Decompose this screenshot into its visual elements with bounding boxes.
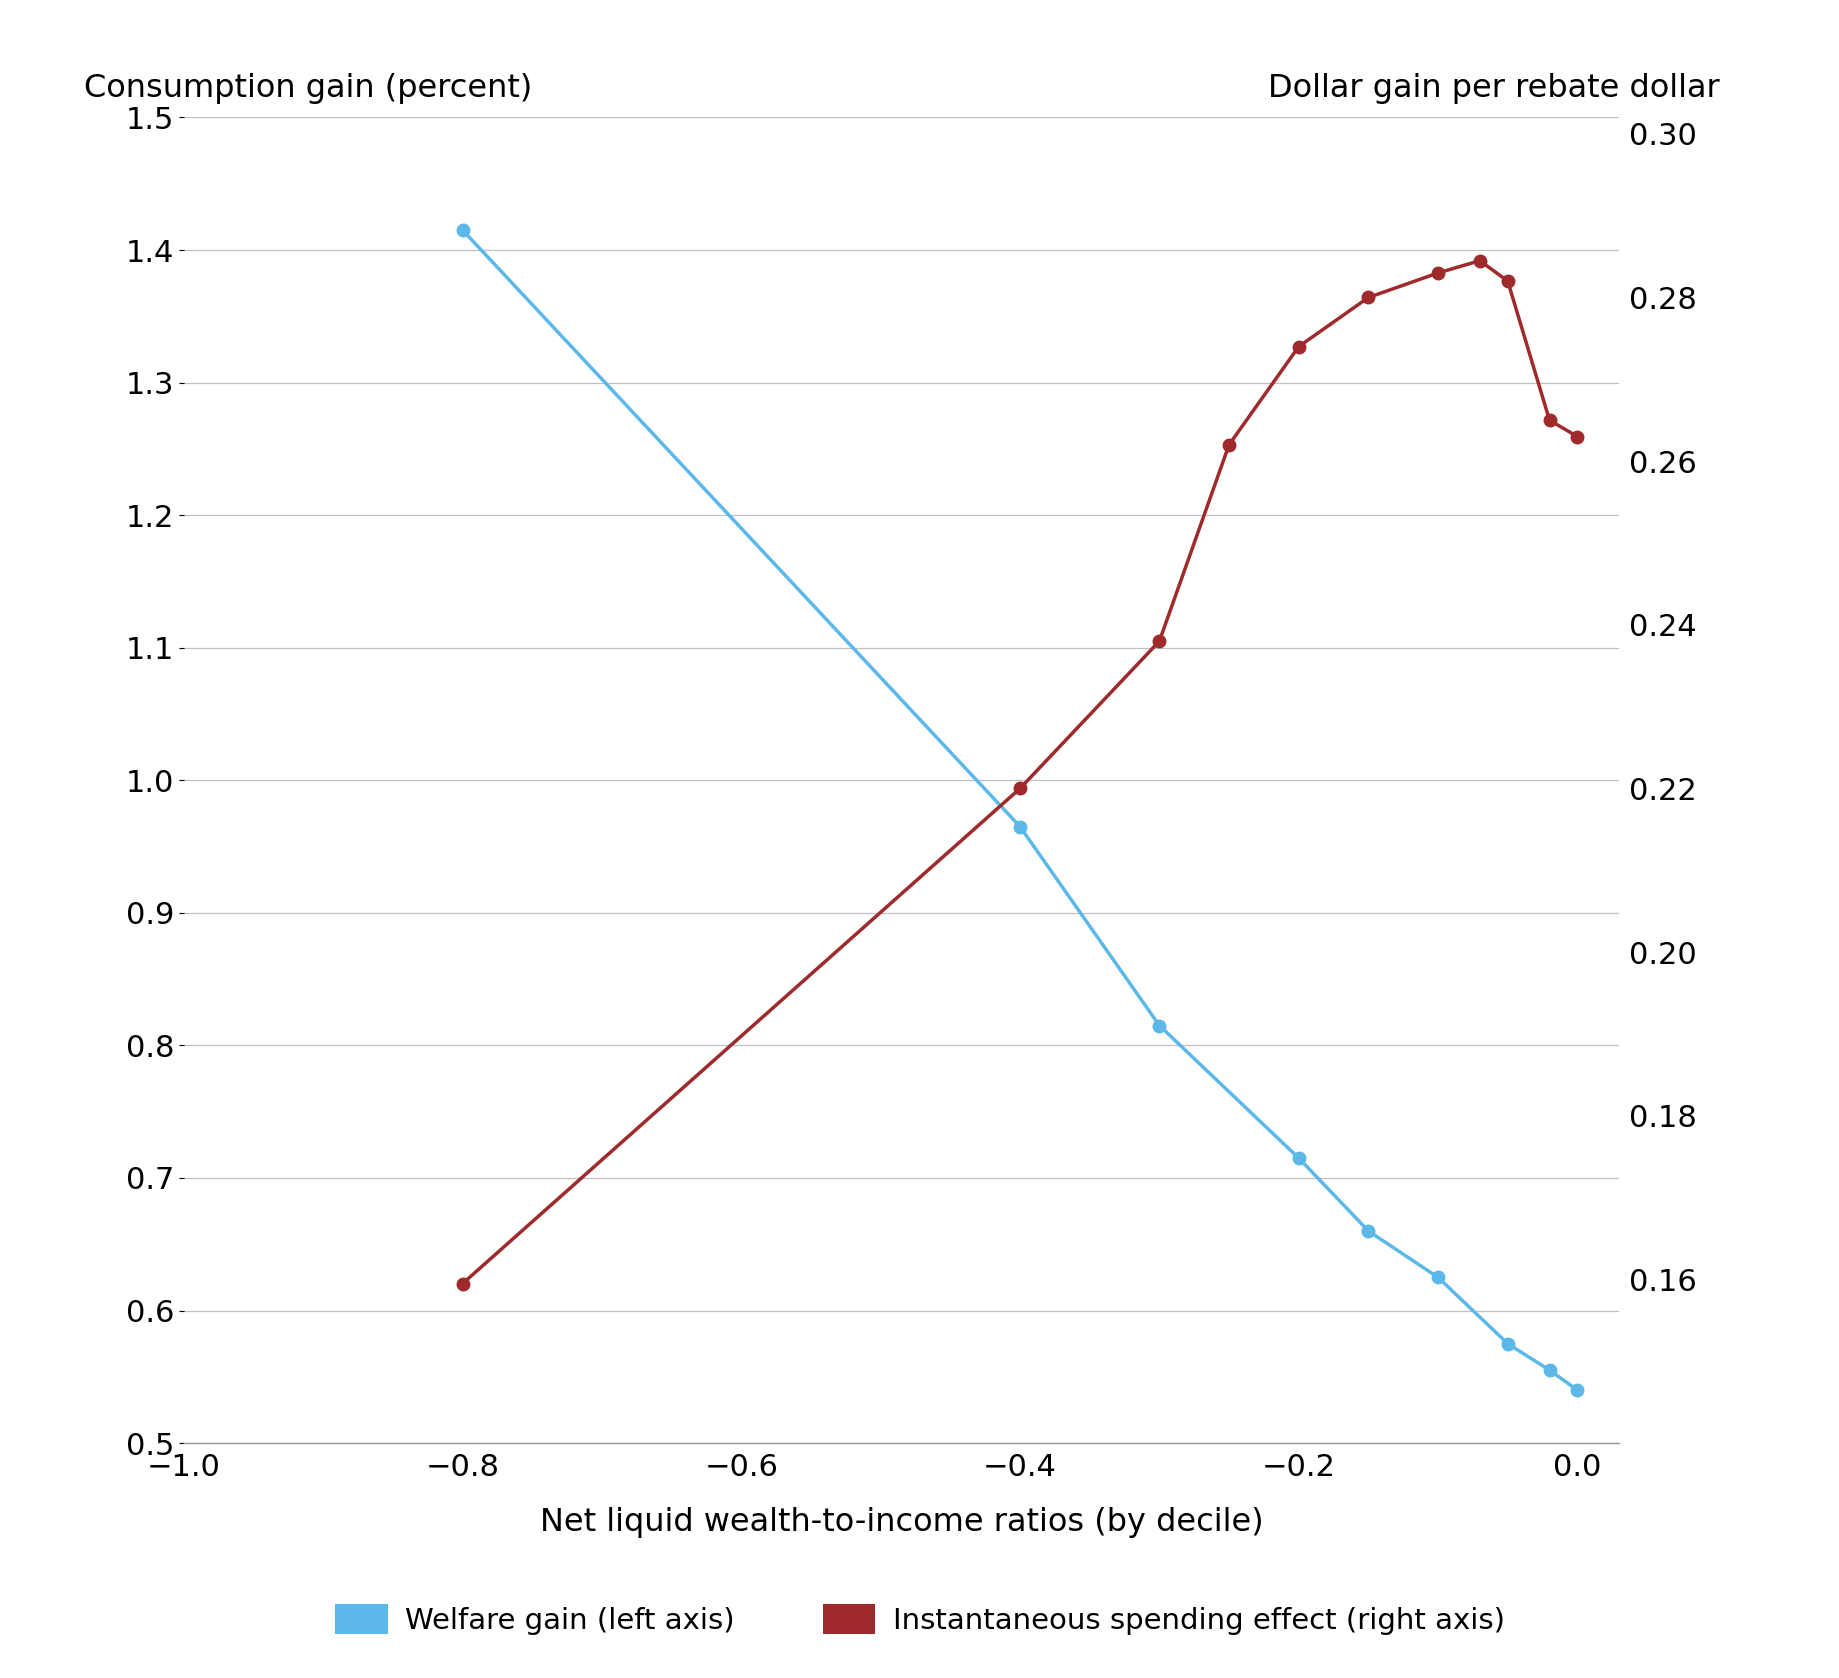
Instantaneous spending effect (right axis) [1008,779,1030,799]
Welfare gain (left axis) [1287,1148,1309,1168]
Line: Welfare gain (left axis): Welfare gain (left axis) [456,223,1583,1396]
Instantaneous spending effect (right axis) [1287,337,1309,357]
Text: Dollar gain per rebate dollar: Dollar gain per rebate dollar [1267,74,1719,104]
Instantaneous spending effect (right axis) [1148,631,1170,651]
Instantaneous spending effect (right axis) [1565,426,1587,446]
Welfare gain (left axis) [1427,1267,1449,1287]
Instantaneous spending effect (right axis) [1495,272,1517,292]
Legend: Welfare gain (left axis), Instantaneous spending effect (right axis): Welfare gain (left axis), Instantaneous … [324,1592,1515,1646]
X-axis label: Net liquid wealth-to-income ratios (by decile): Net liquid wealth-to-income ratios (by d… [539,1507,1263,1537]
Instantaneous spending effect (right axis) [1217,435,1239,455]
Text: Consumption gain (percent): Consumption gain (percent) [83,74,531,104]
Welfare gain (left axis) [1357,1222,1379,1242]
Welfare gain (left axis) [1495,1334,1517,1354]
Welfare gain (left axis) [1148,1015,1170,1035]
Welfare gain (left axis) [1565,1379,1587,1399]
Line: Instantaneous spending effect (right axis): Instantaneous spending effect (right axi… [456,255,1583,1290]
Instantaneous spending effect (right axis) [1537,409,1559,430]
Welfare gain (left axis) [1008,817,1030,837]
Welfare gain (left axis) [451,220,473,240]
Instantaneous spending effect (right axis) [1468,250,1490,270]
Instantaneous spending effect (right axis) [1357,287,1379,307]
Instantaneous spending effect (right axis) [451,1274,473,1294]
Welfare gain (left axis) [1537,1361,1559,1381]
Instantaneous spending effect (right axis) [1427,263,1449,284]
